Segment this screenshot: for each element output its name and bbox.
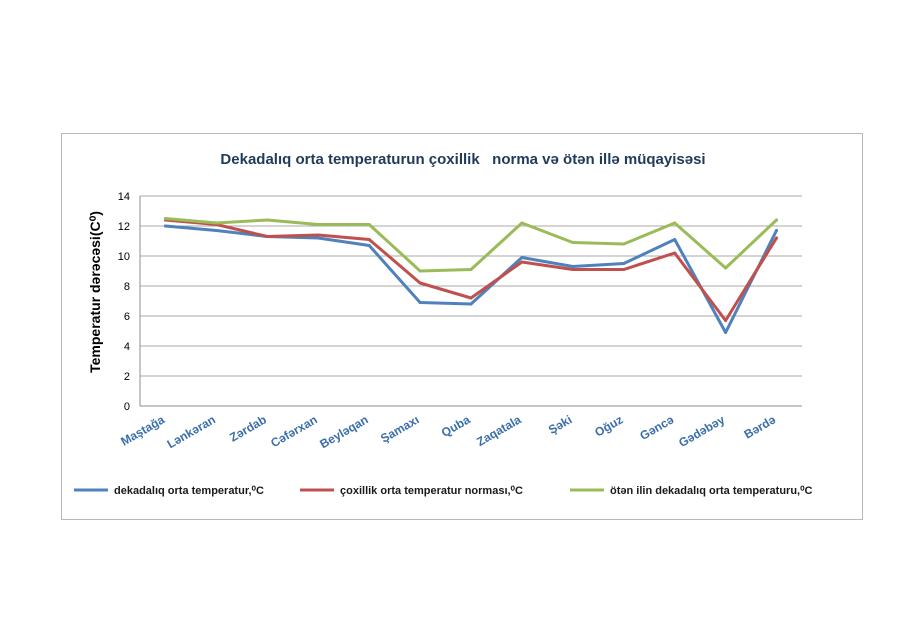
data-point (520, 260, 524, 264)
data-point (673, 238, 677, 241)
data-point (622, 268, 626, 271)
x-tick-label: Oğuz (592, 412, 625, 439)
x-tick-label: Şəki (546, 412, 574, 436)
axes (139, 196, 802, 407)
series-lines (163, 217, 779, 334)
data-point (775, 218, 779, 222)
data-point (418, 301, 422, 304)
x-tick-label: Gədəbəy (676, 412, 727, 450)
x-tick-label: Cəfərxan (268, 412, 319, 450)
data-point (469, 268, 473, 271)
legend-item-label: çoxillik orta temperatur norması,⁰C (340, 485, 523, 497)
x-tick-label: Zaqatala (474, 412, 523, 449)
y-tick-label: 8 (124, 281, 130, 293)
data-point (469, 302, 473, 306)
y-tick-label: 4 (124, 341, 130, 353)
y-tick-label: 0 (124, 401, 130, 413)
data-point (469, 296, 473, 300)
data-point (673, 221, 677, 225)
chart-title: Dekadalıq orta temperaturun çoxillik nor… (220, 151, 705, 168)
data-point (163, 224, 167, 228)
series-line-1 (164, 224, 778, 334)
data-point (316, 223, 320, 226)
data-point (520, 256, 524, 259)
data-point (622, 262, 626, 265)
y-tick-label: 12 (118, 221, 130, 233)
data-point (316, 236, 320, 240)
data-point (724, 331, 728, 334)
x-tick-label: Bərdə (742, 412, 779, 441)
x-tick-label: Şamaxı (378, 412, 421, 445)
y-tick-label: 10 (118, 251, 130, 263)
data-point (265, 235, 269, 238)
y-tick-label: 2 (124, 371, 130, 383)
chart-frame: Dekadalıq orta temperaturun çoxillik nor… (61, 133, 863, 520)
data-point (571, 265, 575, 268)
data-point (367, 244, 371, 247)
x-tick-label: Zərdab (227, 412, 269, 444)
data-point (418, 281, 422, 285)
data-point (316, 233, 320, 237)
data-point (775, 236, 779, 240)
x-tick-label: Beyləqan (317, 412, 370, 451)
data-point (367, 223, 371, 226)
y-tick-label: 6 (124, 311, 130, 323)
x-tick-label: Gəncə (637, 412, 676, 443)
x-tick-label: Lənkəran (165, 412, 218, 451)
data-point (571, 268, 575, 271)
data-point (622, 242, 626, 246)
data-point (724, 266, 728, 270)
y-tick-label: 14 (118, 191, 130, 203)
data-point (214, 229, 218, 232)
legend: dekadalıq orta temperatur,⁰C çoxillik ort… (74, 485, 812, 497)
data-point (775, 229, 779, 232)
legend-item-label: ötən ilin dekadalıq orta temperaturu,⁰C (610, 485, 812, 497)
data-point (673, 251, 677, 255)
data-point (724, 319, 728, 322)
data-point (367, 238, 371, 241)
legend-item-label: dekadalıq orta temperatur,⁰C (114, 485, 264, 497)
data-point (520, 221, 524, 225)
data-point (418, 269, 422, 273)
gridlines (140, 195, 802, 377)
x-tick-label: Quba (439, 412, 473, 440)
line-chart: Dekadalıq orta temperaturun çoxillik nor… (74, 151, 812, 497)
data-point (214, 221, 218, 225)
data-point (265, 218, 269, 222)
data-point (571, 241, 575, 244)
data-point (163, 217, 167, 220)
x-tick-label: Maştağa (118, 412, 167, 448)
y-axis-label: Temperatur dərəcəsi(C⁰) (87, 211, 103, 373)
y-axis-ticks: 0 2 4 6 8 10 12 14 (118, 191, 130, 413)
